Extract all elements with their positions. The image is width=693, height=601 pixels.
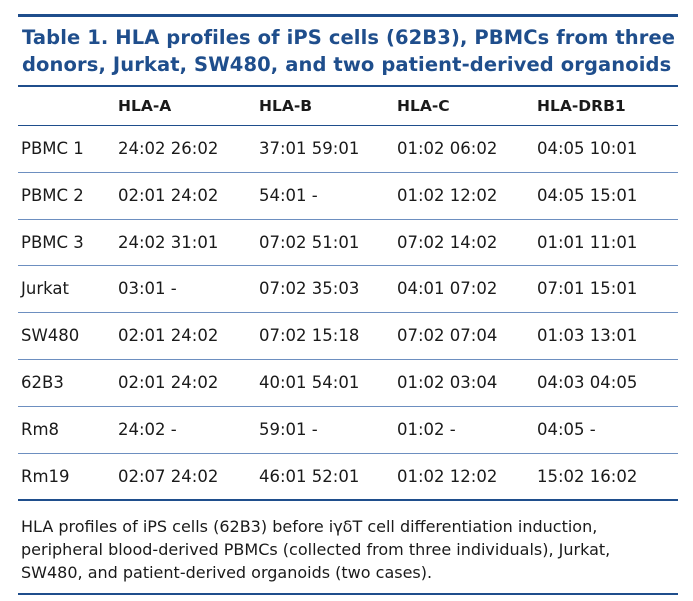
table-footnote: HLA profiles of iPS cells (62B3) before … (21, 515, 678, 584)
cell-hla-b: 46:01 52:01 (259, 466, 360, 486)
cell-hla-drb1: 15:02 16:02 (537, 466, 638, 486)
cell-hla-c: 01:02 - (397, 419, 456, 439)
row-label: Jurkat (21, 279, 69, 299)
table-title: Table 1. HLA profiles of iPS cells (62B3… (22, 24, 678, 78)
cell-hla-drb1: 01:01 11:01 (537, 232, 638, 252)
hla-table: Table 1. HLA profiles of iPS cells (62B3… (18, 14, 678, 584)
row-label: PBMC 1 (21, 139, 84, 158)
cell-hla-b: 07:02 51:01 (259, 232, 360, 252)
header-hla-c: HLA-C (397, 97, 450, 115)
header-hla-a: HLA-A (118, 97, 172, 115)
cell-hla-drb1: 04:03 04:05 (537, 372, 638, 392)
cell-hla-drb1: 07:01 15:01 (537, 279, 638, 299)
cell-hla-b: 37:01 59:01 (259, 139, 360, 158)
cell-hla-c: 01:02 06:02 (397, 139, 498, 158)
cell-hla-drb1: 04:05 10:01 (537, 139, 638, 158)
table-body: PBMC 1 24:02 26:02 37:01 59:01 01:02 06:… (18, 126, 678, 499)
table-header: HLA-A HLA-B HLA-C HLA-DRB1 (18, 87, 678, 126)
footnote-line-2: peripheral blood-derived PBMCs (collecte… (21, 540, 611, 560)
cell-hla-b: 54:01 - (259, 185, 318, 205)
top-rule (18, 14, 678, 17)
cell-hla-c: 04:01 07:02 (397, 279, 498, 299)
bottom-rule (18, 593, 678, 595)
table-title-line-2: donors, Jurkat, SW480, and two patient-d… (22, 53, 672, 76)
footnote-line-1: HLA profiles of iPS cells (62B3) before … (21, 517, 598, 537)
cell-hla-a: 02:01 24:02 (118, 372, 219, 392)
table-row: SW480 02:01 24:02 07:02 15:18 07:02 07:0… (18, 312, 678, 359)
cell-hla-drb1: 04:05 15:01 (537, 185, 638, 205)
cell-hla-c: 07:02 07:04 (397, 326, 498, 346)
table-row: Rm19 02:07 24:02 46:01 52:01 01:02 12:02… (18, 452, 678, 500)
header-hla-drb1: HLA-DRB1 (537, 97, 626, 115)
table-row: PBMC 1 24:02 26:02 37:01 59:01 01:02 06:… (18, 126, 678, 172)
cell-hla-drb1: 01:03 13:01 (537, 326, 638, 346)
row-label: Rm19 (21, 466, 70, 486)
table-row: 62B3 02:01 24:02 40:01 54:01 01:02 03:04… (18, 358, 678, 406)
row-label: Rm8 (21, 419, 60, 439)
cell-hla-b: 40:01 54:01 (259, 372, 360, 392)
cell-hla-a: 02:07 24:02 (118, 466, 219, 486)
row-label: SW480 (21, 326, 80, 346)
table-title-line-1: Table 1. HLA profiles of iPS cells (62B3… (22, 26, 676, 49)
cell-hla-drb1: 04:05 - (537, 419, 596, 439)
table-row: PBMC 3 24:02 31:01 07:02 51:01 07:02 14:… (18, 218, 678, 266)
cell-hla-a: 24:02 31:01 (118, 232, 219, 252)
cell-hla-b: 59:01 - (259, 419, 318, 439)
cell-hla-b: 07:02 15:18 (259, 326, 360, 346)
cell-hla-c: 01:02 12:02 (397, 185, 498, 205)
cell-hla-a: 24:02 - (118, 419, 177, 439)
cell-hla-b: 07:02 35:03 (259, 279, 360, 299)
cell-hla-c: 01:02 03:04 (397, 372, 498, 392)
cell-hla-c: 07:02 14:02 (397, 232, 498, 252)
row-label: 62B3 (21, 372, 64, 392)
cell-hla-a: 24:02 26:02 (118, 139, 219, 158)
footnote-line-3: SW480, and patient-derived organoids (tw… (21, 563, 433, 583)
table-row: Jurkat 03:01 - 07:02 35:03 04:01 07:02 0… (18, 265, 678, 312)
row-label: PBMC 2 (21, 185, 84, 205)
footer-rule (18, 499, 678, 502)
header-rule (18, 85, 678, 87)
cell-hla-a: 02:01 24:02 (118, 326, 219, 346)
cell-hla-a: 02:01 24:02 (118, 185, 219, 205)
table-row: PBMC 2 02:01 24:02 54:01 - 01:02 12:02 0… (18, 171, 678, 219)
table-row: Rm8 24:02 - 59:01 - 01:02 - 04:05 - (18, 405, 678, 453)
header-hla-b: HLA-B (259, 97, 313, 115)
row-label: PBMC 3 (21, 232, 84, 252)
cell-hla-c: 01:02 12:02 (397, 466, 498, 486)
cell-hla-a: 03:01 - (118, 279, 177, 299)
